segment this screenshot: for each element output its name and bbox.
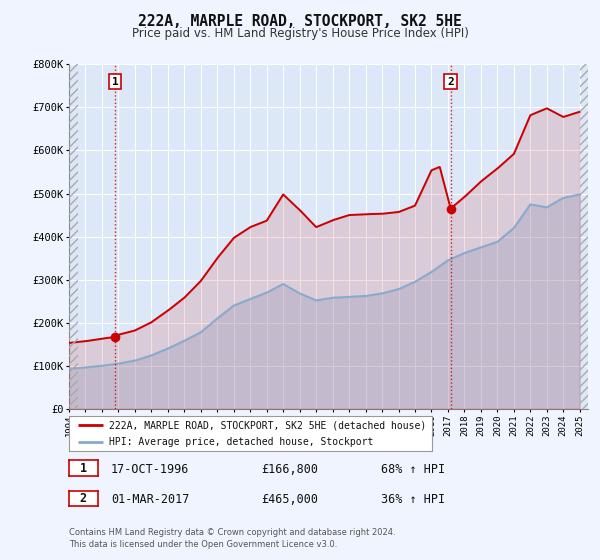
Text: 68% ↑ HPI: 68% ↑ HPI xyxy=(381,463,445,476)
Text: 222A, MARPLE ROAD, STOCKPORT, SK2 5HE: 222A, MARPLE ROAD, STOCKPORT, SK2 5HE xyxy=(138,14,462,29)
Text: Price paid vs. HM Land Registry's House Price Index (HPI): Price paid vs. HM Land Registry's House … xyxy=(131,27,469,40)
Bar xyxy=(69,64,78,409)
Text: 1: 1 xyxy=(80,461,87,475)
Text: £465,000: £465,000 xyxy=(261,493,318,506)
Text: Contains HM Land Registry data © Crown copyright and database right 2024.
This d: Contains HM Land Registry data © Crown c… xyxy=(69,528,395,549)
Text: £166,800: £166,800 xyxy=(261,463,318,476)
Text: 01-MAR-2017: 01-MAR-2017 xyxy=(111,493,190,506)
Bar xyxy=(580,64,588,409)
Text: 17-OCT-1996: 17-OCT-1996 xyxy=(111,463,190,476)
Text: 2: 2 xyxy=(447,77,454,87)
Text: HPI: Average price, detached house, Stockport: HPI: Average price, detached house, Stoc… xyxy=(109,437,373,447)
Text: 2: 2 xyxy=(80,492,87,505)
Text: 1: 1 xyxy=(112,77,118,87)
Text: 36% ↑ HPI: 36% ↑ HPI xyxy=(381,493,445,506)
Text: 222A, MARPLE ROAD, STOCKPORT, SK2 5HE (detached house): 222A, MARPLE ROAD, STOCKPORT, SK2 5HE (d… xyxy=(109,421,426,431)
